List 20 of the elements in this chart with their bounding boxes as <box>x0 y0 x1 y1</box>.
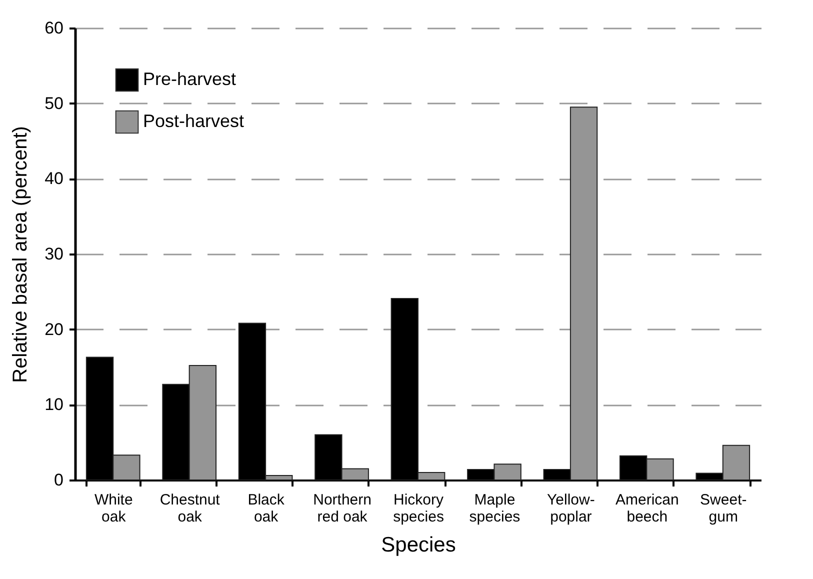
x-tick-label: Yellow-poplar <box>547 492 595 526</box>
legend-label: Pre-harvest <box>143 69 236 89</box>
x-tick-label: White oak <box>94 492 133 526</box>
y-tick-label: 40 <box>44 169 64 188</box>
y-tick-label: 0 <box>54 470 64 490</box>
y-tick-label: 60 <box>44 18 64 38</box>
x-axis-title: Species <box>381 534 456 556</box>
legend-label: Post-harvest <box>143 111 244 131</box>
y-axis-title: Relative basal area (percent) <box>10 126 32 383</box>
x-tick-label: Hickory species <box>393 492 444 526</box>
y-tick-label: 30 <box>44 244 64 264</box>
y-tick-label: 10 <box>44 395 64 414</box>
x-tick-label: Maple species <box>469 492 520 526</box>
x-tick-label: Northern red oak <box>313 492 372 526</box>
y-tick-label: 20 <box>44 320 64 339</box>
x-tick-label: Sweet-gum <box>700 492 747 526</box>
y-tick-label: 50 <box>44 94 64 113</box>
x-tick-label: Black oak <box>248 492 285 526</box>
x-tick-label: American beech <box>615 492 679 526</box>
x-tick-label: Chestnut oak <box>160 492 221 526</box>
